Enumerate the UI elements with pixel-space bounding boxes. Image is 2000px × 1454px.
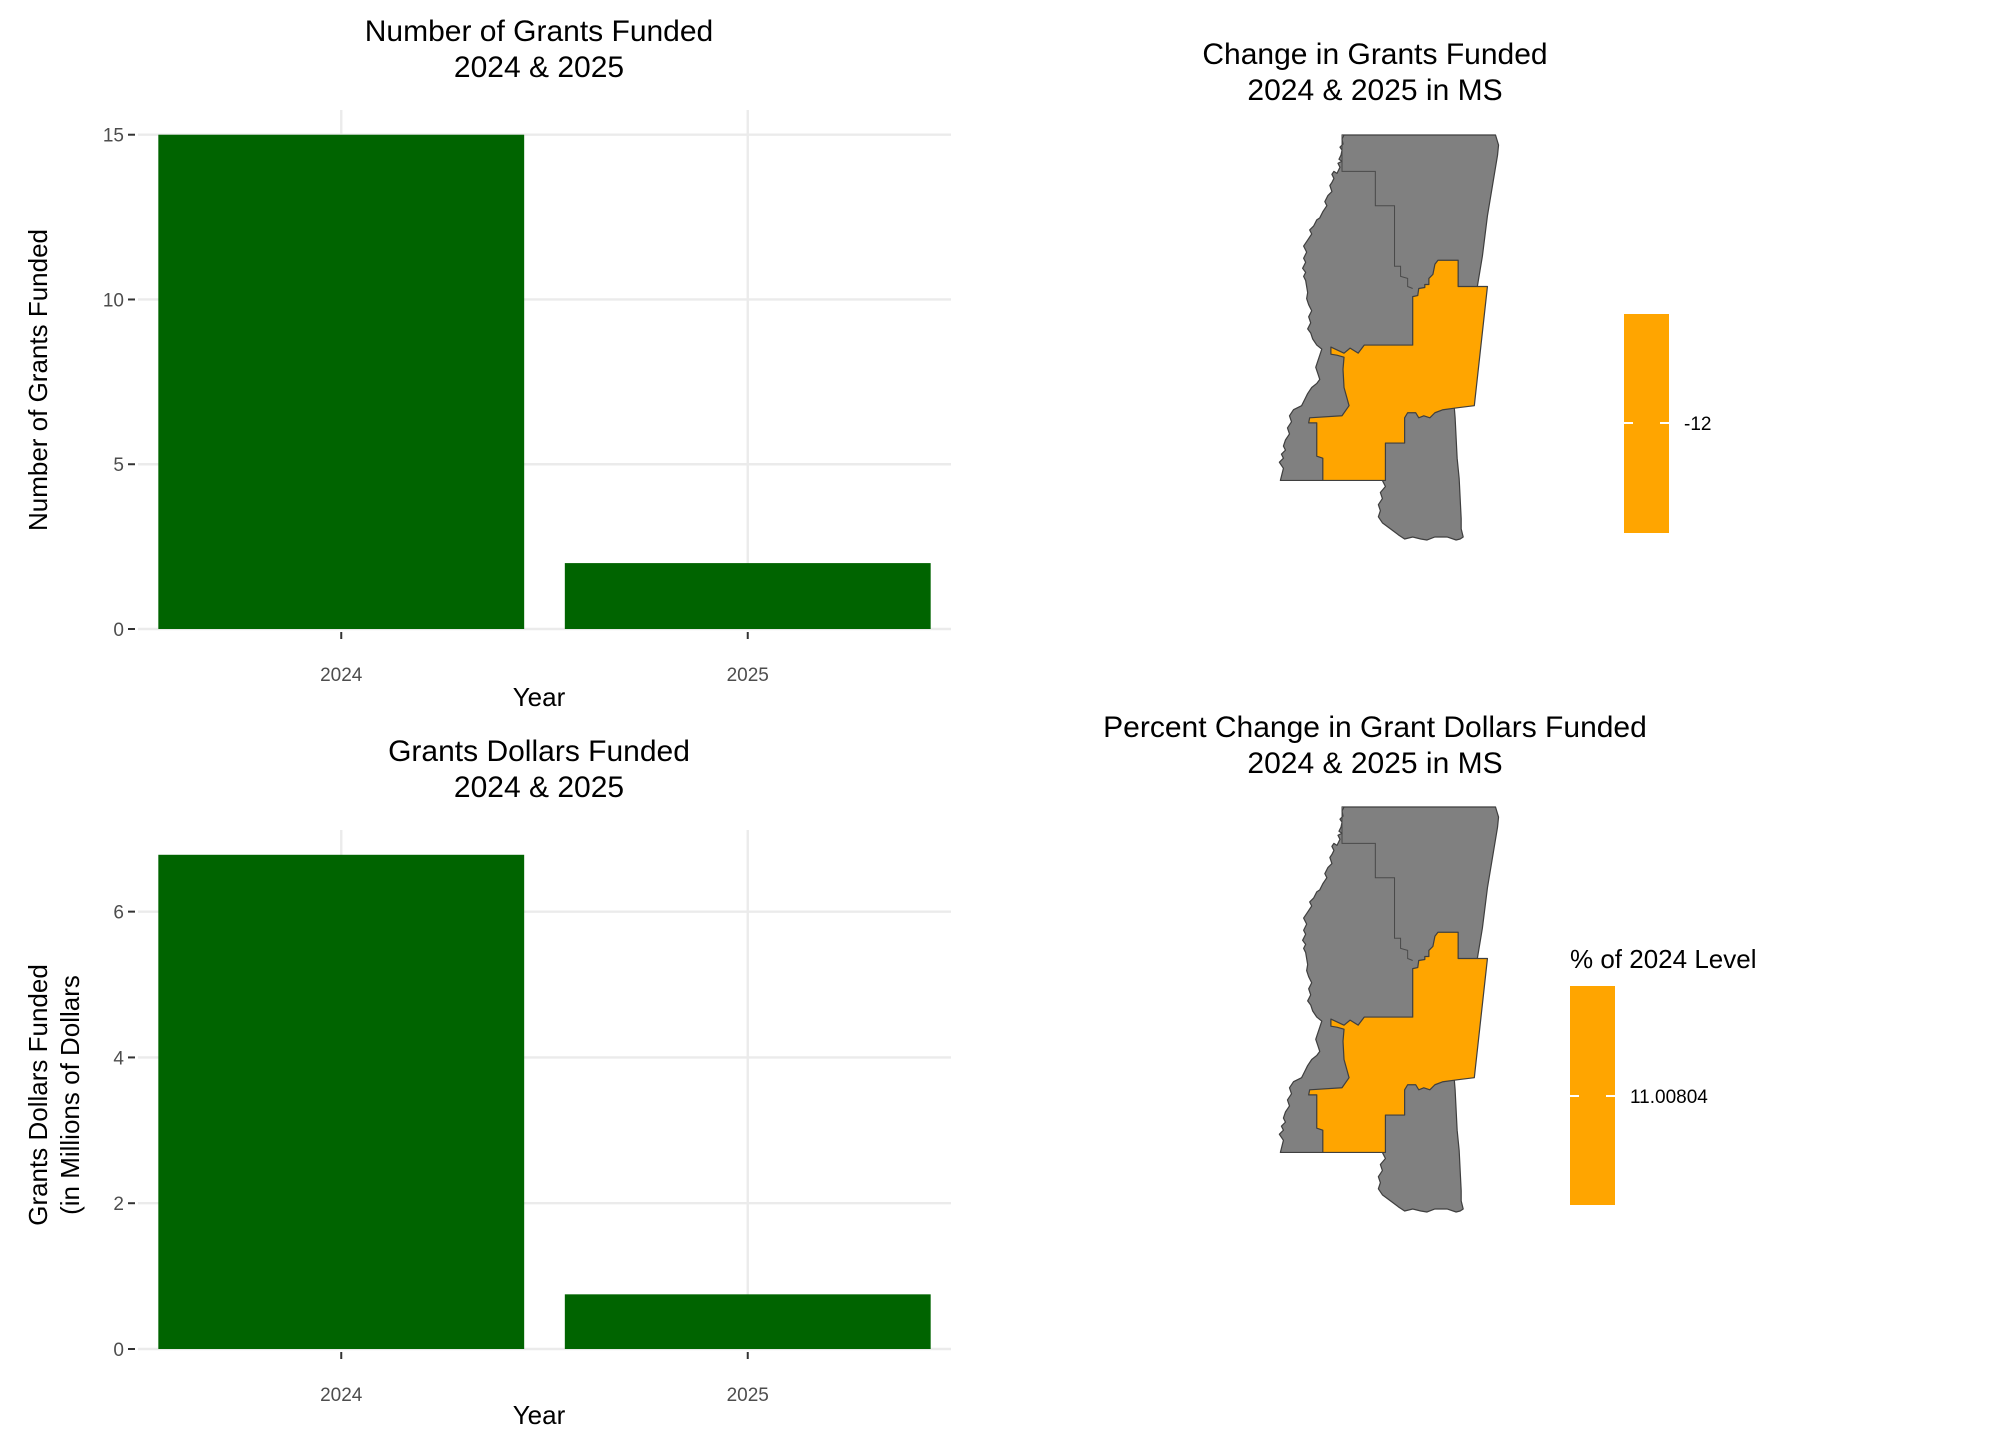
y-tick-label: 5 <box>113 455 124 476</box>
map1-mississippi <box>1278 134 1500 541</box>
map2-title-line1: Percent Change in Grant Dollars Funded <box>1103 711 1647 744</box>
chart1-x-axis-title: Year <box>513 682 566 712</box>
map1-legend-label: -12 <box>1684 414 1711 435</box>
chart2-bars <box>158 854 931 1349</box>
y-tick-label: 15 <box>103 126 124 147</box>
chart2-y-axis-title-line2: (in Millions of Dollars <box>55 975 85 1215</box>
x-tick-label: 2025 <box>727 665 769 686</box>
chart1-title-line2: 2024 & 2025 <box>454 51 624 84</box>
chart-map-percent: Percent Change in Grant Dollars Funded 2… <box>1103 711 1756 1213</box>
map1-title-line2: 2024 & 2025 in MS <box>1247 74 1502 107</box>
chart-grants-dollars: Grants Dollars Funded 2024 & 2025 0 2 4 6 20… <box>23 735 951 1430</box>
bar-2025 <box>564 563 931 629</box>
bar-2024 <box>158 134 525 629</box>
y-tick-label: 4 <box>113 1048 124 1069</box>
chart1-title-line1: Number of Grants Funded <box>365 15 714 48</box>
x-tick-label: 2025 <box>727 1385 769 1406</box>
y-tick-label: 0 <box>113 620 124 641</box>
map2-mississippi <box>1278 806 1500 1213</box>
bar-2025 <box>564 1294 931 1349</box>
chart-map-change: Change in Grants Funded 2024 & 2025 in M… <box>1202 38 1711 541</box>
map2-legend-label: 11.00804 <box>1630 1087 1708 1108</box>
chart2-title-line1: Grants Dollars Funded <box>388 735 690 768</box>
y-tick-label: 0 <box>113 1340 124 1361</box>
chart2-title-line2: 2024 & 2025 <box>454 771 624 804</box>
chart1-axis-ticks: 0 5 10 15 2024 2025 <box>103 126 769 686</box>
chart2-x-axis-title: Year <box>513 1400 566 1430</box>
chart1-y-axis-title: Number of Grants Funded <box>23 229 53 531</box>
map2-title-line2: 2024 & 2025 in MS <box>1247 747 1502 780</box>
chart2-y-axis-title-line1: Grants Dollars Funded <box>23 964 53 1226</box>
y-tick-label: 6 <box>113 903 124 924</box>
y-tick-label: 10 <box>103 290 124 311</box>
chart2-axis-ticks: 0 2 4 6 2024 2025 <box>113 903 768 1406</box>
x-tick-label: 2024 <box>320 665 363 686</box>
chart1-bars <box>158 134 931 629</box>
x-tick-label: 2024 <box>320 1385 363 1406</box>
map2-legend-title: % of 2024 Level <box>1570 944 1756 974</box>
map1-title-line1: Change in Grants Funded <box>1202 38 1547 71</box>
bar-2024 <box>158 854 525 1349</box>
chart-grants-count: Number of Grants Funded 2024 & 2025 0 5 10… <box>23 15 951 712</box>
y-tick-label: 2 <box>113 1194 124 1215</box>
